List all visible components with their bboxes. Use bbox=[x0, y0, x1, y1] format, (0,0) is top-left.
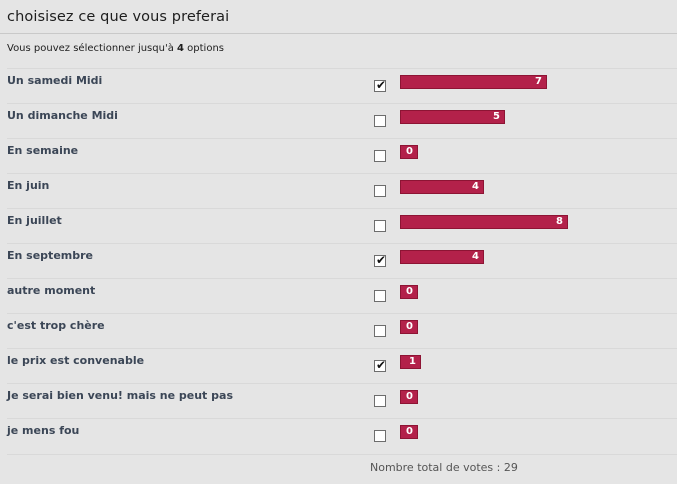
poll-option-row: En semaine 0 bbox=[0, 138, 677, 173]
vote-count: 1 bbox=[409, 356, 416, 367]
poll-option-label: je mens fou bbox=[7, 424, 80, 437]
vote-bar: 0 bbox=[400, 390, 418, 404]
poll-option-checkbox[interactable] bbox=[374, 430, 386, 442]
poll-option-label: Un dimanche Midi bbox=[7, 109, 118, 122]
vote-count: 4 bbox=[472, 251, 479, 262]
checkmark-icon: ✔ bbox=[376, 78, 387, 92]
row-divider bbox=[7, 383, 677, 384]
vote-count: 4 bbox=[472, 181, 479, 192]
poll-subtitle: Vous pouvez sélectionner jusqu'à 4 optio… bbox=[7, 43, 224, 54]
checkmark-icon: ✔ bbox=[376, 253, 387, 267]
poll-option-checkbox[interactable]: ✔ bbox=[374, 78, 387, 92]
vote-count: 0 bbox=[406, 146, 413, 157]
poll-option-label: En juillet bbox=[7, 214, 62, 227]
poll-option-row: En juillet 8 bbox=[0, 208, 677, 243]
poll-option-checkbox[interactable] bbox=[374, 290, 386, 302]
poll-option-checkbox[interactable]: ✔ bbox=[374, 358, 387, 372]
row-divider bbox=[7, 348, 677, 349]
poll-option-checkbox[interactable] bbox=[374, 395, 386, 407]
poll-option-label: En juin bbox=[7, 179, 50, 192]
poll-option-checkbox[interactable]: ✔ bbox=[374, 253, 387, 267]
poll-option-row: Un dimanche Midi 5 bbox=[0, 103, 677, 138]
vote-count: 5 bbox=[493, 111, 500, 122]
vote-bar: 0 bbox=[400, 145, 418, 159]
poll-option-checkbox[interactable] bbox=[374, 150, 386, 162]
vote-bar: 4 bbox=[400, 250, 484, 264]
row-divider bbox=[7, 278, 677, 279]
vote-bar: 7 bbox=[400, 75, 547, 89]
subtitle-prefix: Vous pouvez sélectionner jusqu'à bbox=[7, 43, 174, 54]
poll-option-row: le prix est convenable ✔ 1 bbox=[0, 348, 677, 383]
poll-option-label: c'est trop chère bbox=[7, 319, 105, 332]
poll-option-checkbox[interactable] bbox=[374, 115, 386, 127]
vote-bar: 4 bbox=[400, 180, 484, 194]
vote-bar: 8 bbox=[400, 215, 568, 229]
row-divider bbox=[7, 68, 677, 69]
poll-option-row: c'est trop chère 0 bbox=[0, 313, 677, 348]
vote-bar: 0 bbox=[400, 285, 418, 299]
poll-option-row: Un samedi Midi ✔ 7 bbox=[0, 68, 677, 103]
poll-option-label: autre moment bbox=[7, 284, 96, 297]
row-divider bbox=[7, 418, 677, 419]
checkmark-icon: ✔ bbox=[376, 358, 387, 372]
poll-option-label: le prix est convenable bbox=[7, 354, 145, 367]
poll-option-checkbox[interactable] bbox=[374, 185, 386, 197]
vote-count: 8 bbox=[556, 216, 563, 227]
vote-bar: 5 bbox=[400, 110, 505, 124]
poll-option-label: Un samedi Midi bbox=[7, 74, 103, 87]
poll-option-label: Je serai bien venu! mais ne peut pas bbox=[7, 389, 233, 402]
poll-option-row: je mens fou 0 bbox=[0, 418, 677, 453]
row-divider bbox=[7, 313, 677, 314]
poll-title: choisisez ce que vous preferai bbox=[7, 9, 230, 25]
row-divider bbox=[7, 138, 677, 139]
title-divider bbox=[0, 33, 677, 34]
row-divider bbox=[7, 173, 677, 174]
total-divider bbox=[7, 454, 677, 455]
poll-option-row: En juin 4 bbox=[0, 173, 677, 208]
row-divider bbox=[7, 208, 677, 209]
poll-option-checkbox[interactable] bbox=[374, 220, 386, 232]
poll-option-row: En septembre ✔ 4 bbox=[0, 243, 677, 278]
vote-bar: 1 bbox=[400, 355, 421, 369]
subtitle-suffix: options bbox=[187, 43, 225, 54]
row-divider bbox=[7, 103, 677, 104]
vote-bar: 0 bbox=[400, 425, 418, 439]
max-options-count: 4 bbox=[177, 43, 184, 54]
row-divider bbox=[7, 243, 677, 244]
vote-count: 0 bbox=[406, 391, 413, 402]
poll-option-label: En semaine bbox=[7, 144, 79, 157]
poll-option-row: autre moment 0 bbox=[0, 278, 677, 313]
total-votes: Nombre total de votes : 29 bbox=[370, 461, 518, 474]
vote-count: 0 bbox=[406, 426, 413, 437]
poll-option-row: Je serai bien venu! mais ne peut pas 0 bbox=[0, 383, 677, 418]
vote-bar: 0 bbox=[400, 320, 418, 334]
poll-option-checkbox[interactable] bbox=[374, 325, 386, 337]
vote-count: 7 bbox=[535, 76, 542, 87]
vote-count: 0 bbox=[406, 321, 413, 332]
vote-count: 0 bbox=[406, 286, 413, 297]
poll-option-label: En septembre bbox=[7, 249, 93, 262]
